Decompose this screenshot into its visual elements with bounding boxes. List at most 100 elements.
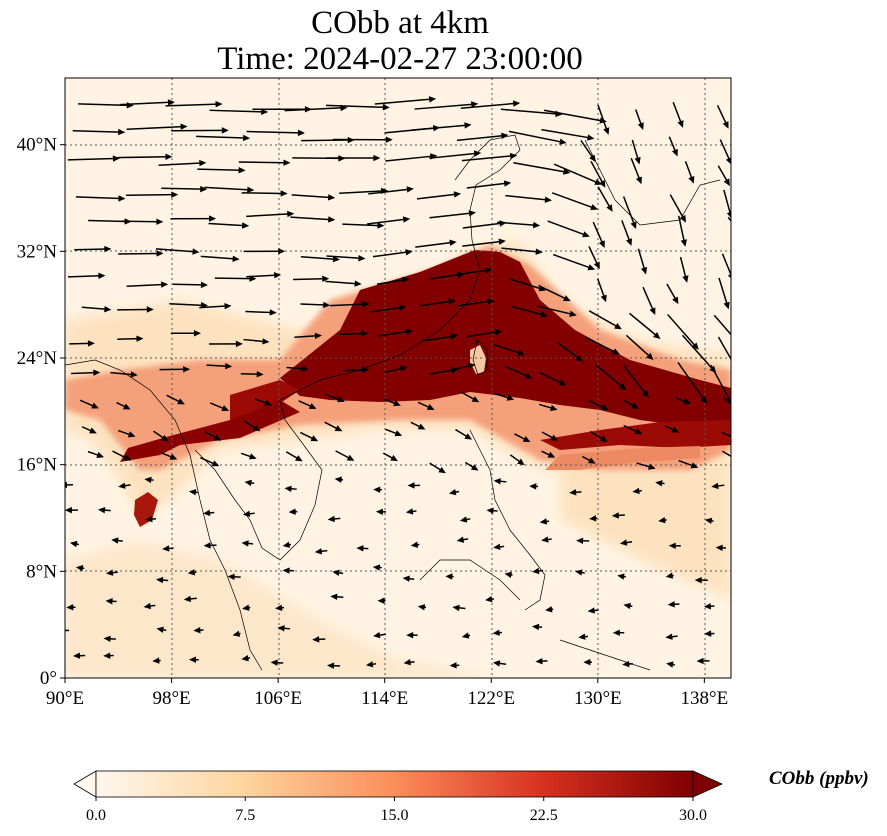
wind-arrow-head [252, 424, 261, 432]
wind-arrow-head [275, 604, 283, 612]
wind-arrow-head [215, 101, 223, 108]
wind-arrow-shaft [200, 456, 216, 465]
wind-arrow-head [402, 575, 410, 582]
wind-arrow-shaft [541, 431, 555, 440]
wind-arrow-head [232, 255, 240, 262]
wind-arrow-shaft [238, 161, 286, 164]
wind-arrow-head [323, 301, 331, 309]
wind-arrow-shaft [721, 253, 731, 277]
wind-arrow-head [377, 597, 385, 604]
wind-arrow-head [619, 539, 628, 546]
wind-arrow-shaft [719, 139, 731, 161]
wind-arrow-head [162, 545, 170, 552]
wind-arrow-head [180, 123, 188, 130]
wind-arrow-head [261, 108, 269, 116]
wind-arrow-head [448, 298, 456, 305]
wind-arrow-head [103, 652, 111, 659]
wind-arrow-shaft [117, 337, 139, 340]
wind-arrow-head [156, 250, 164, 257]
wind-arrow-head [273, 272, 282, 279]
wind-arrow-head [635, 176, 642, 185]
wind-arrow-shaft [325, 393, 341, 401]
wind-arrow-shaft [666, 283, 677, 301]
wind-arrow-shaft [326, 255, 361, 260]
wind-arrow-head [694, 576, 702, 584]
wind-arrow-shaft [117, 156, 168, 159]
wind-arrow-shaft [291, 194, 331, 199]
wind-arrow-shaft [710, 364, 731, 403]
wind-arrow-head [531, 623, 540, 631]
wind-arrow-head [493, 478, 501, 485]
wind-arrow-shaft [376, 278, 405, 285]
lat-tick-label: 32°N [17, 241, 58, 262]
wind-arrow-head [665, 572, 674, 579]
wind-arrow-head [646, 352, 654, 360]
wind-arrow-shaft [584, 336, 616, 353]
wind-arrow-head [617, 573, 625, 580]
wind-arrow-head [96, 451, 105, 458]
wind-arrow-head [666, 661, 674, 668]
wind-arrow-shaft [330, 303, 365, 307]
wind-arrow-head [545, 606, 553, 613]
wind-arrow-shaft [718, 277, 728, 305]
wind-arrow-head [264, 399, 273, 406]
wind-arrow-head [501, 132, 509, 139]
wind-arrow-head [544, 196, 552, 203]
wind-arrow-head [104, 305, 112, 313]
wind-arrow-head [308, 403, 317, 409]
wind-arrow-head [590, 204, 598, 211]
wind-arrow-head [282, 541, 291, 548]
wind-arrow-shaft [679, 256, 687, 279]
wind-arrow-head [484, 267, 493, 274]
wind-arrow-head [448, 489, 457, 496]
wind-arrow-head [372, 631, 381, 639]
wind-arrow-head [461, 632, 470, 639]
wind-arrow-head [167, 99, 175, 106]
wind-arrow-head [599, 180, 606, 188]
map-title-line-1: CObb at 4km [311, 5, 489, 41]
wind-arrow-head [723, 301, 730, 310]
wind-arrow-head [301, 365, 309, 372]
wind-arrow-shaft [79, 399, 95, 408]
wind-arrow-shaft [677, 362, 705, 401]
wind-arrow-head [177, 398, 185, 405]
wind-arrow-head [606, 204, 613, 212]
wind-arrow-head [156, 576, 164, 584]
wind-arrow-head [406, 631, 414, 639]
colorbar-label: CObb (ppbv) [769, 768, 869, 789]
wind-arrow-shaft [72, 130, 121, 133]
wind-arrow-head [691, 342, 699, 350]
wind-arrow-head [599, 435, 608, 442]
wind-arrow-head [189, 656, 197, 663]
wind-arrow-shaft [716, 105, 728, 125]
wind-arrow-head [632, 487, 640, 495]
wind-arrow-head [711, 482, 719, 490]
wind-arrow-head [118, 195, 126, 202]
wind-arrow-shaft [429, 273, 461, 280]
wind-arrow-head [540, 311, 548, 318]
wind-arrow-shaft [243, 338, 265, 343]
wind-arrow-shaft [684, 160, 693, 180]
wind-arrow-head [160, 434, 169, 442]
wind-arrow-shaft [590, 160, 604, 184]
wind-arrow-shaft [153, 430, 165, 440]
wind-arrow-shaft [197, 168, 241, 171]
wind-arrow-shaft [429, 152, 477, 159]
wind-arrow-head [467, 362, 476, 370]
wind-arrow-head [248, 453, 257, 460]
wind-arrow-head [593, 261, 600, 270]
wind-arrow-head [690, 462, 699, 469]
wind-arrow-head [626, 238, 633, 246]
wind-arrow-head [445, 573, 453, 580]
wind-arrow-head [373, 154, 381, 162]
wind-arrow-head [524, 372, 533, 379]
wind-arrow-shaft [254, 398, 268, 405]
wind-arrow-head [152, 657, 160, 664]
lon-tick-label: 98°E [152, 688, 190, 709]
wind-arrow-head [547, 451, 556, 458]
wind-arrow-shaft [456, 134, 504, 142]
wind-arrow-head [235, 340, 243, 348]
wind-arrow-head [535, 657, 543, 665]
wind-arrow-head [529, 483, 537, 490]
wind-arrow-head [330, 593, 338, 600]
